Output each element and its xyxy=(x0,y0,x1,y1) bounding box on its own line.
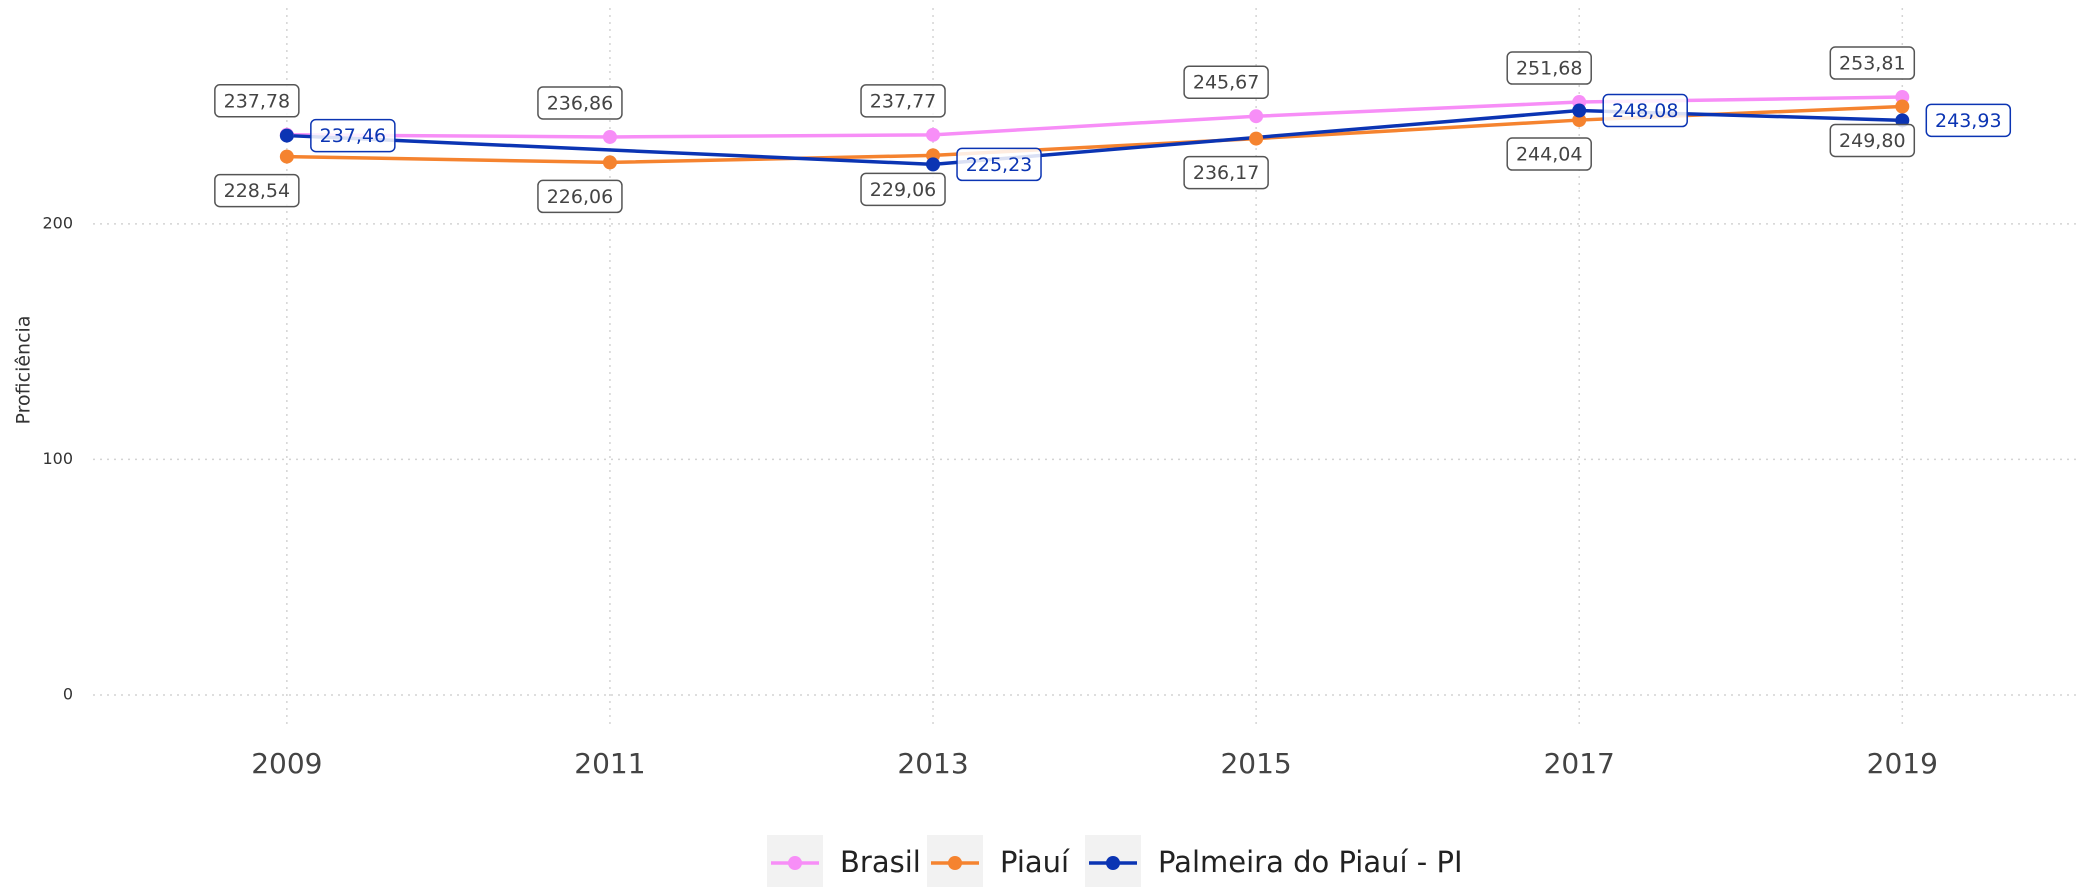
data-point xyxy=(602,129,617,144)
label-box xyxy=(860,172,946,207)
label-box xyxy=(1602,93,1688,128)
data-point xyxy=(279,128,294,143)
legend-label: Piauí xyxy=(1000,845,1070,879)
label-box xyxy=(537,179,623,214)
data-label: 248,08 xyxy=(1612,100,1678,122)
data-label: 226,06 xyxy=(547,186,613,208)
label-box xyxy=(1829,46,1916,80)
data-point xyxy=(602,155,617,170)
y-tick-label: 200 xyxy=(42,213,73,232)
data-point xyxy=(1895,99,1910,114)
legend-dot xyxy=(1106,856,1120,870)
y-tick-label: 0 xyxy=(63,685,73,704)
data-label: 236,17 xyxy=(1193,162,1259,184)
label-box xyxy=(1183,65,1269,99)
data-point xyxy=(1249,131,1264,146)
data-point xyxy=(1572,103,1587,118)
legend-dot xyxy=(788,856,802,870)
legend-dot xyxy=(948,856,962,870)
data-label: 229,06 xyxy=(870,179,936,201)
data-point xyxy=(279,149,294,164)
label-box xyxy=(1506,137,1592,171)
label-box xyxy=(537,86,623,120)
legend-label: Palmeira do Piauí - PI xyxy=(1158,845,1463,879)
label-box xyxy=(860,84,946,118)
y-axis-label: Proficiência xyxy=(13,316,35,425)
data-label: 251,68 xyxy=(1516,58,1582,80)
label-box xyxy=(1829,123,1916,158)
label-box xyxy=(310,118,396,153)
y-tick-label: 100 xyxy=(42,449,73,468)
label-box xyxy=(956,147,1042,182)
label-box xyxy=(1183,155,1269,190)
data-label: 243,93 xyxy=(1935,110,2001,132)
data-point xyxy=(1249,109,1264,124)
data-label: 237,78 xyxy=(224,90,290,112)
data-label: 225,23 xyxy=(966,154,1032,176)
legend-label: Brasil xyxy=(840,845,921,879)
data-label: 237,46 xyxy=(320,125,386,147)
label-box xyxy=(214,84,300,118)
x-tick-label: 2011 xyxy=(574,747,645,780)
data-label: 236,86 xyxy=(547,92,613,114)
data-label: 228,54 xyxy=(224,180,290,202)
x-tick-label: 2015 xyxy=(1220,747,1291,780)
x-tick-label: 2013 xyxy=(897,747,968,780)
data-label: 244,04 xyxy=(1516,144,1582,166)
label-box xyxy=(1925,103,2012,138)
label-box xyxy=(214,173,300,208)
x-tick-label: 2017 xyxy=(1544,747,1615,780)
x-tick-label: 2009 xyxy=(251,747,322,780)
data-label: 249,80 xyxy=(1839,130,1905,152)
x-tick-label: 2019 xyxy=(1867,747,1938,780)
data-label: 253,81 xyxy=(1839,53,1905,75)
label-box xyxy=(1506,51,1592,85)
data-point xyxy=(926,127,941,142)
data-label: 237,77 xyxy=(870,90,936,112)
data-point xyxy=(926,157,941,172)
data-label: 245,67 xyxy=(1193,72,1259,94)
